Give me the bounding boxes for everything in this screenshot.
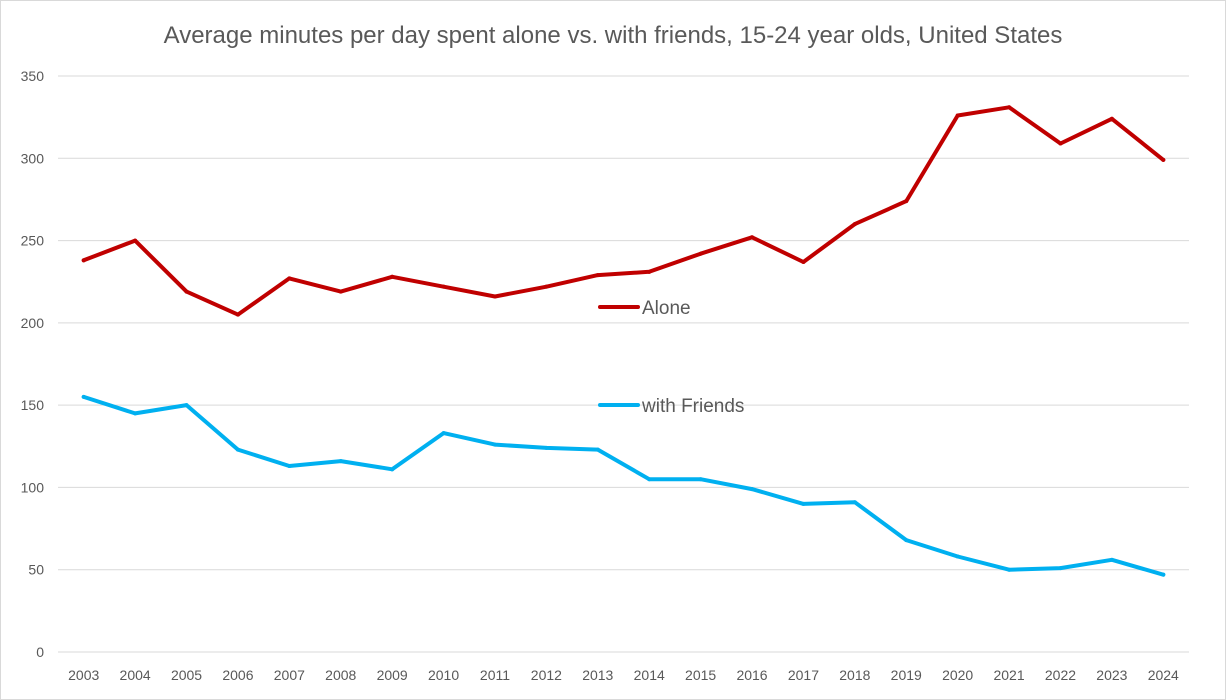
- data-point-with-friends: [287, 464, 292, 469]
- x-tick-label: 2012: [531, 667, 562, 683]
- x-axis-ticks: 2003 2004 2005 2006 2007 2008 2009 2010 2011 2012…: [68, 667, 1179, 683]
- x-tick-label: 2017: [788, 667, 819, 683]
- x-tick-label: 2009: [377, 667, 408, 683]
- data-point-with-friends: [338, 459, 343, 464]
- x-tick-label: 2014: [634, 667, 665, 683]
- data-point-alone: [647, 269, 652, 274]
- data-point-alone: [184, 289, 189, 294]
- data-point-alone: [852, 222, 857, 227]
- data-point-with-friends: [904, 538, 909, 543]
- data-point-alone: [133, 238, 138, 243]
- data-point-alone: [390, 274, 395, 279]
- data-point-with-friends: [1109, 557, 1114, 562]
- data-point-with-friends: [1007, 567, 1012, 572]
- y-tick-label: 250: [21, 233, 45, 249]
- data-point-with-friends: [133, 411, 138, 416]
- data-point-with-friends: [1161, 572, 1166, 577]
- series-line-alone: [81, 105, 1166, 317]
- x-tick-label: 2006: [222, 667, 253, 683]
- x-tick-label: 2015: [685, 667, 716, 683]
- data-point-with-friends: [235, 447, 240, 452]
- series-line-with-friends: [81, 394, 1166, 577]
- x-tick-label: 2011: [480, 667, 510, 683]
- x-tick-label: 2016: [736, 667, 767, 683]
- data-point-alone: [1007, 105, 1012, 110]
- legend: Alone with Friends: [598, 298, 744, 417]
- data-point-alone: [235, 312, 240, 317]
- x-tick-label: 2024: [1148, 667, 1179, 683]
- data-point-alone: [81, 258, 86, 263]
- legend-label-alone: Alone: [642, 298, 691, 319]
- data-point-alone: [441, 284, 446, 289]
- legend-label-with-friends: with Friends: [641, 396, 744, 417]
- data-point-alone: [1109, 116, 1114, 121]
- chart-title: Average minutes per day spent alone vs. …: [164, 22, 1063, 49]
- y-tick-label: 300: [21, 150, 45, 166]
- x-tick-label: 2003: [68, 667, 99, 683]
- data-point-alone: [595, 273, 600, 278]
- series-lines: [81, 105, 1166, 577]
- data-point-alone: [698, 251, 703, 256]
- data-point-with-friends: [1058, 566, 1063, 571]
- x-tick-label: 2008: [325, 667, 356, 683]
- x-tick-label: 2013: [582, 667, 613, 683]
- y-tick-label: 350: [21, 68, 45, 84]
- data-point-with-friends: [544, 445, 549, 450]
- y-tick-label: 150: [21, 397, 45, 413]
- data-point-with-friends: [441, 431, 446, 436]
- gridlines: [58, 75, 1189, 653]
- data-point-with-friends: [801, 501, 806, 506]
- data-point-alone: [287, 276, 292, 281]
- x-tick-label: 2004: [120, 667, 151, 683]
- data-point-with-friends: [698, 477, 703, 482]
- y-tick-label: 200: [21, 315, 45, 331]
- x-tick-label: 2022: [1045, 667, 1076, 683]
- data-point-alone: [338, 289, 343, 294]
- y-axis-ticks: 0 50 100 150 200 250 300 350: [21, 68, 45, 660]
- x-tick-label: 2023: [1096, 667, 1127, 683]
- y-tick-label: 50: [28, 562, 44, 578]
- y-tick-label: 100: [21, 479, 45, 495]
- x-tick-label: 2010: [428, 667, 459, 683]
- data-point-alone: [1058, 141, 1063, 146]
- data-point-with-friends: [647, 477, 652, 482]
- data-point-alone: [492, 294, 497, 299]
- data-point-with-friends: [852, 500, 857, 505]
- data-point-alone: [955, 113, 960, 118]
- x-tick-label: 2021: [993, 667, 1024, 683]
- data-point-alone: [801, 259, 806, 264]
- x-tick-label: 2019: [891, 667, 922, 683]
- data-point-with-friends: [81, 394, 86, 399]
- x-tick-label: 2018: [839, 667, 870, 683]
- data-point-alone: [750, 235, 755, 240]
- x-tick-label: 2020: [942, 667, 973, 683]
- data-point-with-friends: [492, 442, 497, 447]
- x-tick-label: 2005: [171, 667, 202, 683]
- data-point-alone: [544, 284, 549, 289]
- data-point-with-friends: [184, 403, 189, 408]
- y-tick-label: 0: [36, 644, 44, 660]
- data-point-with-friends: [390, 467, 395, 472]
- data-point-alone: [1161, 157, 1166, 162]
- data-point-with-friends: [955, 554, 960, 559]
- data-point-alone: [904, 199, 909, 204]
- data-point-with-friends: [595, 447, 600, 452]
- x-tick-label: 2007: [274, 667, 305, 683]
- data-point-with-friends: [750, 487, 755, 492]
